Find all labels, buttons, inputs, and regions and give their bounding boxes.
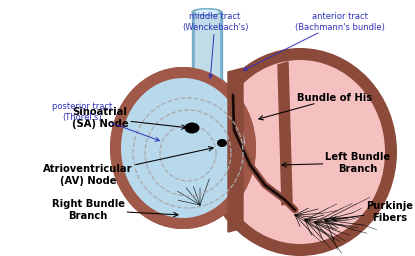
Text: anterior tract
(Bachmann's bundle): anterior tract (Bachmann's bundle) [244,12,385,70]
Polygon shape [192,12,222,78]
Text: posterior tract
(Thorel's): posterior tract (Thorel's) [52,102,159,141]
Ellipse shape [110,67,256,229]
Text: Purkinje
Fibers: Purkinje Fibers [332,201,413,223]
Ellipse shape [203,48,397,256]
Text: middle tract
(Wenckebach's): middle tract (Wenckebach's) [182,12,248,78]
Ellipse shape [121,78,245,218]
Polygon shape [278,62,292,205]
Text: Left Bundle
Branch: Left Bundle Branch [282,152,391,174]
Polygon shape [188,78,226,86]
Ellipse shape [110,67,256,229]
Ellipse shape [185,123,200,133]
Text: Atrioventricular
(AV) Node: Atrioventricular (AV) Node [43,147,213,186]
Polygon shape [195,12,219,78]
Ellipse shape [195,9,219,15]
Text: Sinoatrial
(SA) Node: Sinoatrial (SA) Node [72,107,186,129]
Text: Right Bundle
Branch: Right Bundle Branch [51,199,178,221]
Ellipse shape [215,60,385,244]
Text: Bundle of His: Bundle of His [259,93,373,120]
Polygon shape [192,78,222,85]
Ellipse shape [192,8,222,16]
Ellipse shape [217,139,227,147]
Ellipse shape [121,78,245,218]
Polygon shape [228,68,243,232]
